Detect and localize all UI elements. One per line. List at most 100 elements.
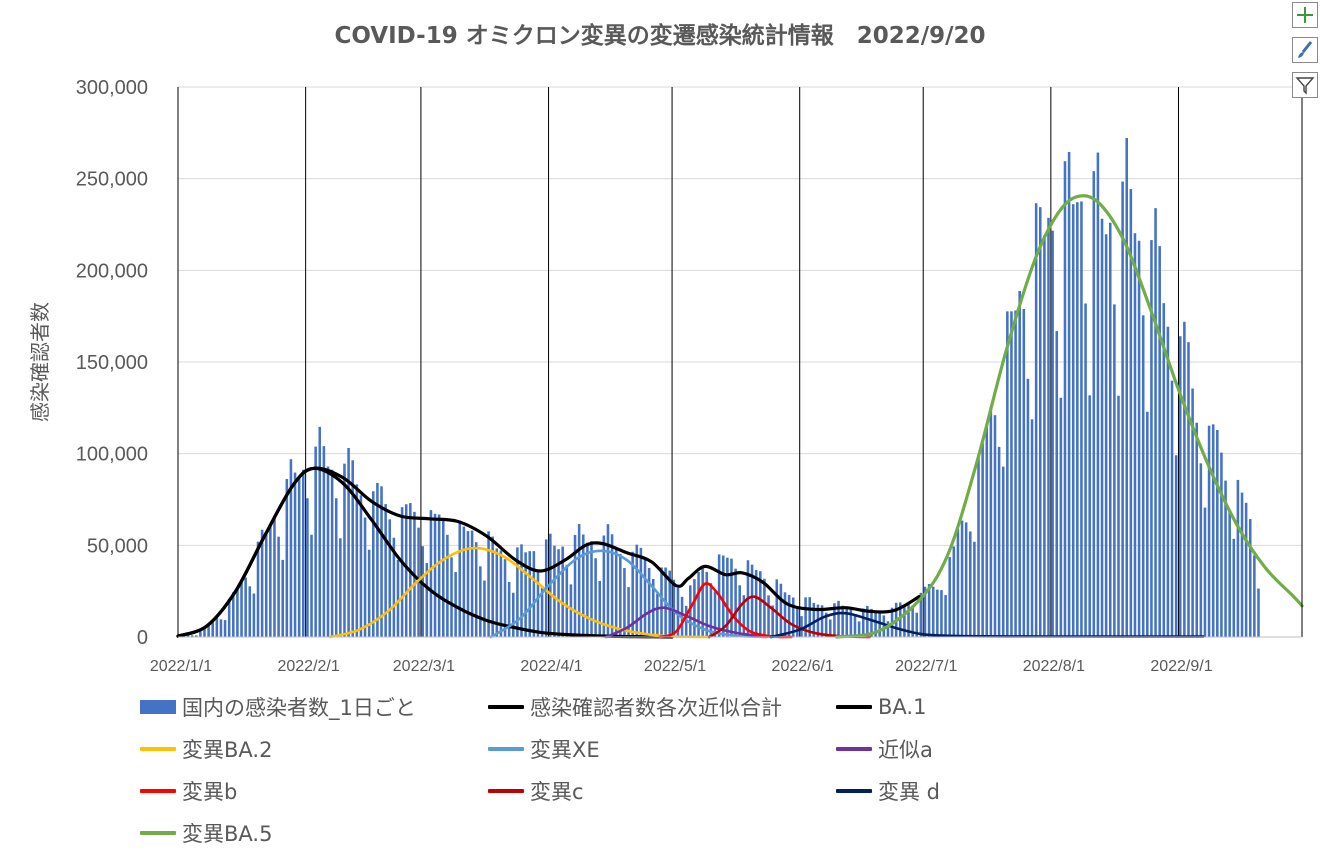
daily-case-bar (347, 448, 350, 637)
daily-case-bar (763, 578, 766, 637)
chart-styles-button[interactable] (1292, 37, 1318, 63)
daily-case-bar (1030, 419, 1034, 637)
daily-case-bar (1257, 588, 1260, 637)
daily-case-bar (829, 619, 832, 637)
legend-label: 変異XE (530, 738, 600, 762)
daily-case-bar (491, 536, 494, 637)
x-tick-label: 2022/9/1 (1150, 658, 1212, 675)
daily-case-bar (227, 598, 231, 637)
x-tick-label: 2022/1/1 (150, 658, 212, 675)
daily-case-bar (845, 608, 849, 637)
daily-case-bar (421, 546, 424, 637)
legend-swatch (836, 789, 872, 793)
daily-case-bar (483, 580, 486, 637)
x-tick-label: 2022/5/1 (644, 658, 706, 675)
daily-case-bar (244, 577, 247, 637)
daily-case-bar (1080, 201, 1083, 637)
daily-case-bar (627, 587, 630, 637)
legend-label: BA.1 (878, 695, 927, 719)
daily-case-bar (853, 614, 857, 637)
legend-item: 変異XE (488, 732, 836, 766)
legend-label: 変異 d (878, 780, 941, 804)
daily-case-bar (800, 616, 803, 637)
daily-case-bar (1088, 395, 1091, 637)
legend-label: 国内の感染者数_1日ごと (182, 696, 416, 720)
daily-case-bar (507, 582, 511, 637)
daily-case-bar (738, 585, 741, 637)
daily-case-bar (1166, 326, 1170, 637)
daily-case-bar (779, 583, 783, 637)
daily-case-bar (1253, 555, 1256, 637)
daily-case-bar (277, 536, 280, 637)
daily-case-bar (236, 589, 239, 637)
daily-case-bar (837, 600, 840, 637)
daily-case-bar (1006, 311, 1009, 637)
daily-case-bar (705, 571, 709, 637)
daily-case-bar (754, 570, 758, 637)
daily-case-bar (339, 538, 342, 637)
daily-case-bar (1220, 452, 1223, 637)
series-line (176, 466, 674, 639)
daily-case-bar (936, 589, 939, 637)
x-tick-label: 2022/3/1 (393, 658, 455, 675)
daily-case-bar (499, 550, 503, 637)
daily-case-bar (203, 627, 206, 637)
daily-case-bar (672, 579, 676, 637)
daily-case-bar (306, 498, 309, 637)
daily-case-bar (1150, 240, 1153, 638)
daily-case-bar (1183, 321, 1186, 637)
y-tick-label: 200,000 (76, 260, 148, 282)
x-tick-label: 2022/2/1 (277, 658, 339, 675)
daily-case-bar (1117, 395, 1120, 637)
daily-case-bar (614, 548, 618, 637)
daily-case-bar (1174, 455, 1178, 637)
daily-case-bar (565, 564, 569, 637)
daily-case-bar (841, 605, 844, 637)
daily-case-bar (1014, 310, 1017, 637)
y-tick-label: 0 (137, 627, 148, 649)
daily-case-bar (1104, 234, 1108, 637)
daily-case-bar (1236, 479, 1240, 637)
daily-case-bar (631, 551, 634, 637)
filter-icon (1295, 77, 1315, 95)
daily-case-bar (334, 498, 338, 637)
legend-swatch (140, 789, 176, 793)
daily-case-bar (981, 443, 984, 637)
daily-case-bar (355, 484, 359, 637)
daily-case-bar (956, 529, 960, 637)
legend-label: 近似a (878, 738, 933, 762)
series-line (329, 546, 711, 639)
daily-case-bar (215, 617, 219, 637)
chart-filters-button[interactable] (1292, 72, 1318, 98)
daily-case-bar (503, 559, 507, 637)
daily-case-bar (1141, 315, 1145, 637)
daily-case-bar (446, 534, 449, 637)
daily-case-bar (964, 522, 968, 637)
chart-elements-button[interactable] (1292, 2, 1318, 28)
legend-swatch (836, 747, 872, 751)
daily-case-bar (285, 479, 289, 637)
daily-case-bar (623, 567, 626, 637)
daily-case-bar (1076, 202, 1079, 638)
daily-case-bar (437, 514, 441, 637)
daily-case-bar (969, 531, 972, 637)
daily-case-bar (359, 495, 363, 637)
daily-case-bar (219, 619, 223, 637)
daily-case-bar (767, 595, 770, 637)
daily-case-bar (1240, 492, 1244, 637)
daily-case-bar (783, 592, 787, 637)
daily-case-bar (1047, 217, 1050, 637)
daily-case-bar (849, 608, 853, 637)
daily-case-bar (466, 531, 470, 637)
series-line (604, 606, 785, 639)
legend-label: 変異BA.2 (182, 738, 273, 762)
daily-case-bar (392, 537, 396, 637)
daily-case-bar (721, 555, 725, 637)
legend-label: 変異b (182, 780, 238, 804)
daily-case-bar (759, 571, 762, 637)
daily-case-bar (1129, 189, 1133, 637)
legend-swatch (140, 700, 176, 714)
daily-case-bar (742, 595, 746, 637)
daily-case-bar (372, 491, 375, 637)
